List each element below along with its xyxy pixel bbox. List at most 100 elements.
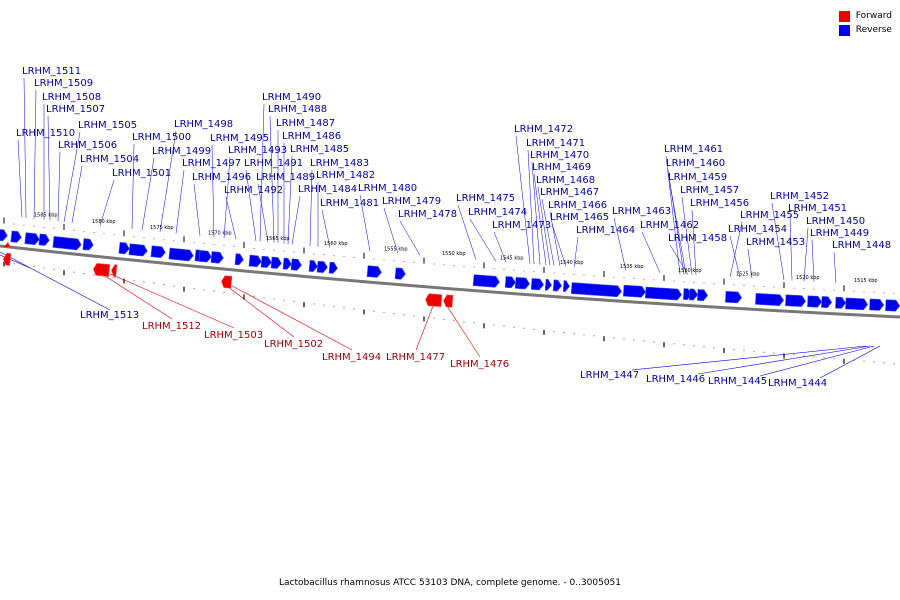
reverse-gene-label[interactable]: LRHM_1491	[244, 158, 303, 169]
reverse-gene-label[interactable]: LRHM_1511	[22, 66, 81, 77]
reverse-gene-label[interactable]: LRHM_1483	[310, 158, 369, 169]
forward-gene-label[interactable]: LRHM_1477	[386, 352, 445, 363]
scale-label-8: 1545 kbp	[500, 256, 524, 262]
lower-gene-label[interactable]: LRHM_1447	[580, 370, 639, 381]
reverse-gene-label[interactable]: LRHM_1458	[668, 233, 727, 244]
reverse-feature-31	[570, 282, 622, 298]
reverse-connector-45	[665, 155, 681, 275]
reverse-gene-label[interactable]: LRHM_1474	[468, 207, 527, 218]
reverse-feature-6	[118, 241, 130, 255]
forward-gene-label[interactable]: LRHM_1476	[450, 359, 509, 370]
lower-gene-label[interactable]: LRHM_1446	[646, 374, 705, 385]
reverse-connector-9	[131, 143, 135, 230]
reverse-gene-label[interactable]: LRHM_1501	[112, 168, 171, 179]
reverse-gene-label[interactable]: LRHM_1495	[210, 133, 269, 144]
genome-backbone	[0, 244, 900, 319]
reverse-gene-label[interactable]: LRHM_1500	[132, 132, 191, 143]
reverse-connector-1	[33, 89, 37, 219]
reverse-feature-30	[562, 280, 570, 292]
forward-gene-label[interactable]: LRHM_1494	[322, 352, 381, 363]
reverse-gene-label[interactable]: LRHM_1487	[276, 118, 335, 129]
reverse-feature-12	[210, 251, 224, 264]
reverse-gene-label[interactable]: LRHM_1482	[316, 170, 375, 181]
reverse-gene-label[interactable]: LRHM_1508	[42, 92, 101, 103]
reverse-gene-label[interactable]: LRHM_1457	[680, 185, 739, 196]
reverse-gene-label[interactable]: LRHM_1464	[576, 225, 635, 236]
reverse-gene-label[interactable]: LRHM_1453	[746, 237, 805, 248]
reverse-gene-label[interactable]: LRHM_1451	[788, 203, 847, 214]
reverse-gene-label[interactable]: LRHM_1481	[320, 198, 379, 209]
lower-gene-label[interactable]: LRHM_1444	[768, 378, 827, 389]
legend: Forward Reverse	[838, 9, 892, 37]
reverse-gene-label[interactable]: LRHM_1454	[728, 224, 787, 235]
lower-gene-label[interactable]: LRHM_1513	[80, 310, 139, 321]
reverse-connector-38	[537, 186, 551, 266]
reverse-gene-label[interactable]: LRHM_1504	[80, 154, 139, 165]
reverse-gene-label[interactable]: LRHM_1485	[290, 144, 349, 155]
forward-feature-3	[221, 275, 233, 289]
scale-label-2: 1575 kbp	[150, 225, 174, 231]
reverse-gene-label[interactable]: LRHM_1484	[298, 184, 357, 195]
reverse-gene-label[interactable]: LRHM_1461	[664, 144, 723, 155]
reverse-gene-label[interactable]: LRHM_1460	[666, 158, 725, 169]
reverse-gene-label[interactable]: LRHM_1471	[526, 138, 585, 149]
reverse-gene-label[interactable]: LRHM_1473	[492, 220, 551, 231]
reverse-gene-label[interactable]: LRHM_1509	[34, 78, 93, 89]
reverse-gene-label[interactable]: LRHM_1472	[514, 124, 573, 135]
forward-feature-0	[3, 252, 12, 266]
reverse-gene-label[interactable]: LRHM_1465	[550, 212, 609, 223]
reverse-gene-label[interactable]: LRHM_1488	[268, 104, 327, 115]
reverse-gene-label[interactable]: LRHM_1467	[540, 187, 599, 198]
reverse-gene-label[interactable]: LRHM_1469	[532, 162, 591, 173]
reverse-gene-label[interactable]: LRHM_1479	[382, 196, 441, 207]
reverse-gene-label[interactable]: LRHM_1493	[228, 145, 287, 156]
reverse-connector-29	[383, 207, 399, 254]
reverse-gene-label[interactable]: LRHM_1499	[152, 146, 211, 157]
reverse-gene-label[interactable]: LRHM_1459	[668, 172, 727, 183]
reverse-gene-label[interactable]: LRHM_1496	[192, 172, 251, 183]
forward-connector-2	[225, 285, 295, 338]
reverse-gene-label[interactable]: LRHM_1498	[174, 119, 233, 130]
reverse-connector-32	[469, 218, 497, 262]
reverse-gene-label[interactable]: LRHM_1449	[810, 228, 869, 239]
lower-gene-label[interactable]: LRHM_1445	[708, 376, 767, 387]
reverse-connector-5	[57, 151, 61, 222]
reverse-connector-51	[729, 221, 743, 278]
reverse-gene-label[interactable]: LRHM_1510	[16, 128, 75, 139]
reverse-gene-label[interactable]: LRHM_1452	[770, 191, 829, 202]
reverse-gene-label[interactable]: LRHM_1486	[282, 131, 341, 142]
forward-features	[3, 252, 454, 308]
forward-gene-label[interactable]: LRHM_1503	[204, 330, 263, 341]
reverse-gene-label[interactable]: LRHM_1506	[58, 140, 117, 151]
reverse-gene-label[interactable]: LRHM_1492	[224, 185, 283, 196]
forward-gene-label[interactable]: LRHM_1502	[264, 339, 323, 350]
reverse-gene-label[interactable]: LRHM_1468	[536, 175, 595, 186]
reverse-feature-2	[24, 232, 40, 245]
reverse-gene-label[interactable]: LRHM_1475	[456, 193, 515, 204]
reverse-feature-40	[807, 295, 823, 308]
reverse-gene-label[interactable]: LRHM_1450	[806, 216, 865, 227]
reverse-gene-label[interactable]: LRHM_1505	[78, 120, 137, 131]
reverse-gene-label[interactable]: LRHM_1489	[256, 172, 315, 183]
reverse-gene-label[interactable]: LRHM_1463	[612, 206, 671, 217]
forward-gene-label[interactable]: LRHM_1512	[142, 321, 201, 332]
reverse-feature-26	[514, 276, 530, 290]
lower-connector-0	[0, 251, 111, 311]
reverse-gene-label[interactable]: LRHM_1456	[690, 198, 749, 209]
reverse-connector-18	[259, 103, 265, 242]
reverse-gene-label[interactable]: LRHM_1490	[262, 92, 321, 103]
reverse-gene-label[interactable]: LRHM_1455	[740, 210, 799, 221]
reverse-gene-label[interactable]: LRHM_1466	[548, 200, 607, 211]
reverse-gene-label[interactable]: LRHM_1497	[182, 158, 241, 169]
reverse-gene-label[interactable]: LRHM_1507	[46, 104, 105, 115]
reverse-gene-label[interactable]: LRHM_1470	[530, 150, 589, 161]
reverse-gene-label[interactable]: LRHM_1478	[398, 209, 457, 220]
reverse-gene-label[interactable]: LRHM_1462	[640, 220, 699, 231]
reverse-connector-39	[541, 198, 555, 266]
reverse-feature-5	[82, 238, 94, 251]
reverse-gene-label[interactable]: LRHM_1448	[832, 240, 891, 251]
reverse-connector-16	[225, 196, 237, 240]
forward-feature-5	[443, 294, 454, 308]
reverse-gene-label[interactable]: LRHM_1480	[358, 183, 417, 194]
